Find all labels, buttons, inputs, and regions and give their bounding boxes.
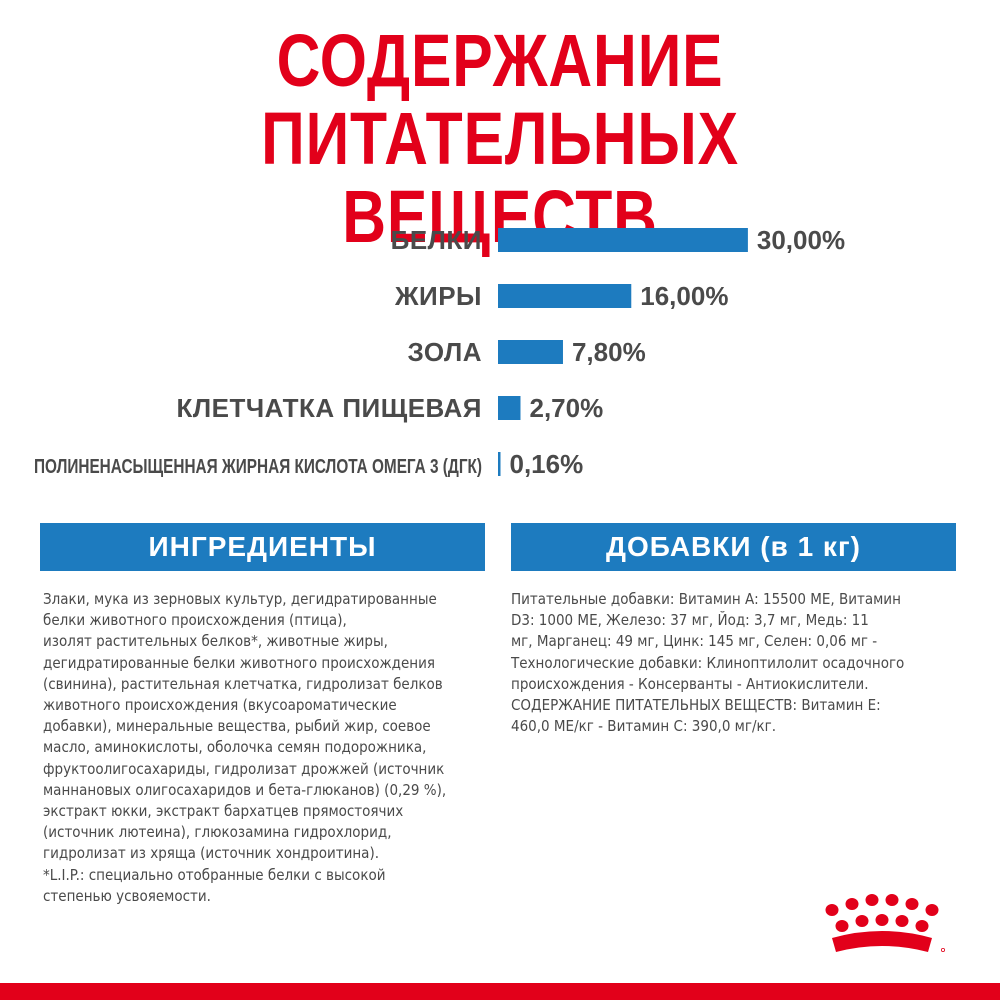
bar [498, 228, 748, 252]
category-label: БЕЛКИ [391, 225, 482, 255]
additives-heading: ДОБАВКИ (в 1 кг) [511, 523, 956, 571]
category-label: ЖИРЫ [394, 281, 482, 311]
page-title: СОДЕРЖАНИЕ ПИТАТЕЛЬНЫХ ВЕЩЕСТВ [90, 22, 910, 256]
ingredients-heading: ИНГРЕДИЕНТЫ [40, 523, 485, 571]
category-label: КЛЕТЧАТКА ПИЩЕВАЯ [177, 393, 483, 423]
value-label: 7,80% [572, 337, 646, 367]
bar [498, 452, 501, 476]
additives-text: Питательные добавки: Витамин А: 15500 МЕ… [511, 590, 905, 736]
page-title-line-1: СОДЕРЖАНИЕ ПИТАТЕЛЬНЫХ [261, 19, 739, 180]
value-label: 30,00% [757, 225, 845, 255]
nutrient-bar-chart: БЕЛКИ 30,00% ЖИРЫ 16,00% ЗОЛА 7,80% КЛЕТЧАТКА … [34, 225, 845, 479]
ingredients-text: Злаки, мука из зерновых культур, дегидра… [43, 590, 447, 905]
value-label: 16,00% [640, 281, 728, 311]
bottom-brand-bar [0, 983, 1000, 1000]
bar [498, 284, 632, 308]
value-label: 2,70% [529, 393, 603, 423]
royal-canin-logo-icon [825, 894, 945, 952]
category-label: ПОЛИНЕНАСЫЩЕННАЯ ЖИРНАЯ КИСЛОТА ОМЕГА 3 … [34, 456, 482, 478]
category-label: ЗОЛА [407, 337, 482, 367]
bar [498, 340, 563, 364]
value-label: 0,16% [510, 449, 584, 479]
bar [498, 396, 521, 420]
